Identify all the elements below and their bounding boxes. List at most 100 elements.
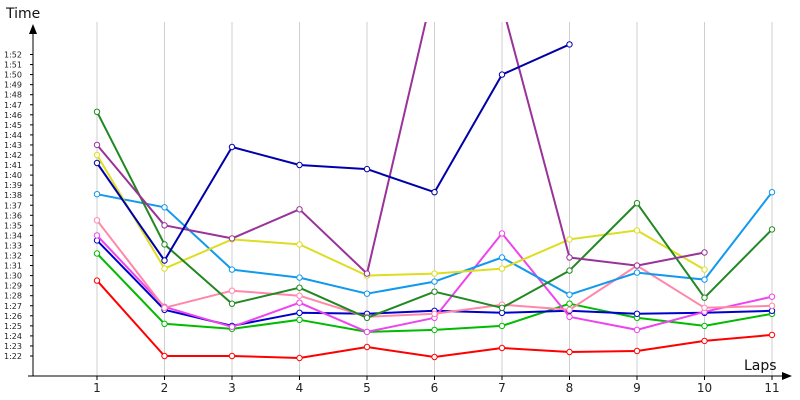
data-point bbox=[363, 314, 371, 321]
y-tick-label: 1:51 bbox=[4, 61, 22, 70]
data-point bbox=[633, 269, 641, 276]
series-group bbox=[93, 22, 776, 362]
data-point bbox=[498, 71, 506, 78]
data-point bbox=[93, 141, 101, 149]
data-point bbox=[701, 322, 708, 330]
data-point bbox=[566, 291, 573, 298]
y-tick-label: 1:41 bbox=[4, 161, 22, 170]
y-tick-label: 1:37 bbox=[4, 201, 22, 210]
data-point bbox=[93, 232, 101, 239]
x-tick-label: 4 bbox=[296, 381, 304, 395]
data-point bbox=[296, 161, 303, 169]
y-tick-label: 1:27 bbox=[4, 302, 22, 311]
data-point bbox=[93, 151, 101, 159]
series-8 bbox=[93, 108, 776, 321]
y-tick-label: 1:50 bbox=[4, 71, 22, 80]
data-point bbox=[498, 230, 506, 237]
series-line bbox=[96, 22, 705, 275]
data-point bbox=[768, 331, 776, 339]
data-point bbox=[296, 299, 303, 306]
x-axis-ticks: 1 2 3 4 5 6 7 8 9 10 11 bbox=[93, 376, 780, 395]
y-tick-label: 1:46 bbox=[4, 111, 22, 120]
y-axis-ticks: 1:221:231:241:251:261:271:281:291:301:31… bbox=[4, 51, 33, 361]
data-point bbox=[296, 274, 303, 281]
data-point bbox=[431, 270, 438, 277]
data-point bbox=[363, 290, 371, 297]
y-tick-label: 1:40 bbox=[4, 171, 22, 180]
data-point bbox=[633, 262, 641, 269]
data-point bbox=[498, 304, 506, 311]
data-point bbox=[93, 108, 101, 116]
y-tick-label: 1:33 bbox=[4, 241, 22, 250]
data-point bbox=[633, 200, 641, 207]
y-tick-label: 1:30 bbox=[4, 272, 22, 281]
y-tick-label: 1:25 bbox=[4, 322, 22, 331]
y-tick-label: 1:52 bbox=[4, 51, 22, 60]
data-point bbox=[93, 191, 101, 198]
x-tick-label: 2 bbox=[161, 381, 169, 395]
data-point bbox=[228, 300, 236, 307]
data-point bbox=[633, 347, 641, 355]
data-point bbox=[296, 206, 303, 213]
data-point bbox=[228, 352, 236, 360]
data-point bbox=[363, 165, 371, 173]
data-point bbox=[363, 343, 371, 351]
y-tick-label: 1:49 bbox=[4, 81, 22, 90]
data-point bbox=[633, 310, 641, 317]
data-point bbox=[296, 284, 303, 291]
y-tick-label: 1:42 bbox=[4, 151, 22, 160]
y-tick-label: 1:26 bbox=[4, 312, 22, 321]
x-tick-label: 7 bbox=[498, 381, 506, 395]
data-point bbox=[431, 189, 438, 196]
series-7 bbox=[93, 151, 708, 279]
data-point bbox=[161, 257, 168, 264]
data-point bbox=[566, 254, 573, 261]
x-tick-label: 3 bbox=[228, 381, 236, 395]
data-point bbox=[431, 310, 438, 317]
data-point bbox=[633, 227, 641, 234]
data-point bbox=[566, 41, 573, 48]
data-point bbox=[93, 159, 101, 167]
y-tick-label: 1:36 bbox=[4, 211, 22, 220]
y-tick-label: 1:44 bbox=[4, 131, 22, 140]
data-point bbox=[431, 288, 438, 295]
data-point bbox=[701, 266, 708, 273]
data-point bbox=[431, 326, 438, 334]
axes bbox=[28, 24, 792, 380]
y-tick-label: 1:45 bbox=[4, 121, 22, 130]
y-axis-title: Time bbox=[5, 6, 40, 22]
grid bbox=[96, 22, 773, 376]
data-point bbox=[93, 277, 101, 284]
data-point bbox=[228, 287, 236, 294]
data-point bbox=[566, 306, 573, 313]
data-point bbox=[161, 241, 168, 248]
y-axis-arrow bbox=[29, 24, 37, 34]
data-point bbox=[161, 222, 168, 229]
data-point bbox=[768, 293, 776, 300]
x-tick-label: 9 bbox=[633, 381, 641, 395]
y-tick-label: 1:23 bbox=[4, 342, 22, 351]
y-tick-label: 1:48 bbox=[4, 91, 22, 100]
data-point bbox=[161, 304, 168, 311]
data-point bbox=[768, 189, 776, 196]
data-point bbox=[161, 204, 168, 211]
series-line bbox=[96, 154, 706, 277]
data-point bbox=[296, 316, 303, 323]
data-point bbox=[701, 304, 708, 311]
data-point bbox=[93, 217, 101, 224]
y-tick-label: 1:43 bbox=[4, 141, 22, 150]
data-point bbox=[701, 276, 708, 283]
x-axis-arrow bbox=[782, 372, 792, 380]
data-point bbox=[161, 265, 168, 272]
data-point bbox=[566, 348, 573, 356]
data-point bbox=[498, 344, 506, 352]
y-tick-label: 1:32 bbox=[4, 252, 22, 261]
data-point bbox=[228, 266, 236, 273]
y-tick-label: 1:31 bbox=[4, 262, 22, 271]
data-point bbox=[566, 236, 573, 243]
y-tick-label: 1:35 bbox=[4, 221, 22, 230]
y-tick-label: 1:34 bbox=[4, 231, 22, 240]
data-point bbox=[633, 326, 641, 334]
x-tick-label: 11 bbox=[764, 381, 779, 395]
x-tick-label: 6 bbox=[431, 381, 439, 395]
